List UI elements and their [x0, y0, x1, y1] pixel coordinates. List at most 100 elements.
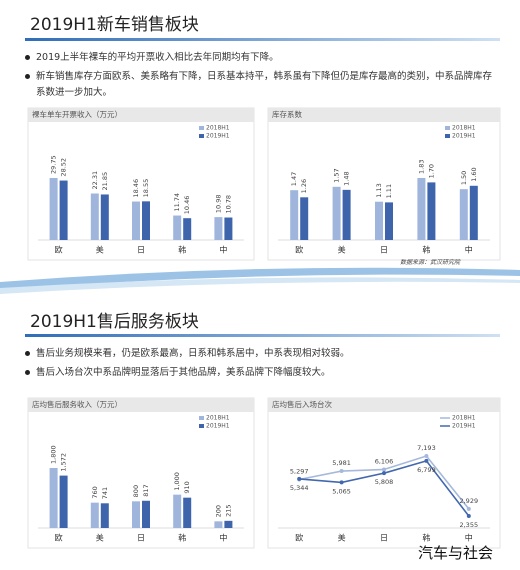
value-label: 1.60: [470, 167, 478, 181]
x-tick-label: 韩: [422, 245, 430, 255]
legend-label: 2019H1: [206, 423, 230, 430]
bar: [132, 501, 140, 528]
legend-label: 2018H1: [452, 125, 476, 132]
point: [382, 471, 386, 476]
legend-label: 2019H1: [452, 423, 476, 430]
bar: [469, 185, 478, 240]
value-label: 215: [224, 504, 232, 516]
x-tick-label: 日: [137, 246, 145, 255]
bar: [332, 186, 341, 240]
bullet: 售后业务规模来看，仍是欧系最高，日系和韩系居中，中系表现相对较弱。: [25, 346, 496, 362]
value-label: 817: [142, 484, 150, 496]
divider-wave: [0, 267, 520, 290]
value-label: 760: [91, 486, 99, 498]
x-tick-label: 美: [96, 245, 104, 255]
value-label: 6,106: [375, 457, 394, 465]
value-label: 10.98: [214, 195, 222, 214]
value-label: 18.46: [132, 179, 140, 198]
legend-swatch: [199, 126, 204, 130]
value-label: 1.70: [427, 164, 435, 178]
title-rule: [25, 334, 500, 337]
chart-title: 裸车单车开票收入（万元）: [32, 109, 122, 119]
x-tick-label: 欧: [295, 533, 303, 543]
value-label: 6,799: [417, 466, 436, 474]
x-tick-label: 日: [380, 534, 388, 543]
legend-label: 2018H1: [206, 125, 230, 132]
chart-title: 店均售后服务收入（万元）: [32, 399, 122, 409]
legend-swatch: [199, 416, 204, 420]
bar: [90, 502, 99, 528]
legend-swatch: [445, 134, 450, 138]
panel-header: [28, 108, 254, 122]
legend-swatch: [445, 126, 450, 130]
value-label: 5,344: [290, 484, 309, 492]
bar: [459, 189, 468, 240]
value-label: 1.50: [460, 171, 468, 185]
bar: [427, 182, 436, 240]
x-tick-label: 日: [137, 534, 145, 543]
bar: [59, 180, 68, 240]
value-label: 1.11: [385, 184, 393, 198]
bar: [290, 190, 299, 240]
bar: [224, 217, 233, 240]
slide-title: 2019H1售后服务板块: [30, 312, 199, 332]
legend-swatch: [199, 424, 204, 428]
legend-label: 2018H1: [452, 415, 476, 422]
x-tick-label: 中: [465, 533, 473, 543]
x-tick-label: 美: [338, 533, 346, 543]
point: [339, 480, 344, 485]
bar: [417, 178, 426, 240]
value-label: 5,808: [375, 478, 394, 486]
legend-label: 2018H1: [206, 415, 230, 422]
value-label: 2,355: [459, 521, 478, 529]
divider-wave: [0, 277, 520, 294]
slide-title: 2019H1新车销售板块: [30, 15, 199, 35]
panel-header: [28, 398, 254, 412]
bar: [183, 497, 192, 528]
value-label: 910: [183, 481, 191, 493]
value-label: 1,572: [60, 453, 68, 472]
panel-header: [268, 398, 500, 412]
value-label: 1,800: [50, 445, 58, 464]
value-label: 28.52: [60, 158, 68, 177]
value-label: 1.57: [333, 168, 341, 182]
value-label: 18.55: [142, 179, 150, 198]
value-label: 29.75: [50, 155, 58, 174]
value-label: 5,065: [332, 487, 351, 495]
x-tick-label: 欧: [295, 245, 303, 255]
value-label: 1.83: [417, 160, 425, 174]
bar: [49, 178, 58, 240]
x-tick-label: 韩: [422, 533, 430, 543]
source: 数据来源：武汉研究院: [400, 259, 461, 266]
x-tick-label: 欧: [55, 245, 63, 255]
x-tick-label: 中: [465, 245, 473, 255]
bar: [375, 201, 383, 240]
bar: [49, 468, 58, 528]
bar: [214, 521, 223, 528]
value-label: 1.47: [290, 172, 298, 186]
value-label: 200: [214, 505, 222, 517]
value-label: 800: [132, 485, 140, 497]
value-label: 741: [101, 487, 109, 499]
value-label: 7,193: [417, 444, 436, 452]
bar: [90, 193, 99, 240]
bar: [342, 189, 351, 240]
x-tick-label: 韩: [178, 533, 186, 543]
value-label: 5,297: [290, 468, 309, 476]
point: [424, 454, 429, 458]
x-tick-label: 中: [219, 245, 227, 255]
panel-header: [268, 108, 500, 122]
bar: [224, 520, 233, 528]
point: [466, 506, 471, 511]
value-label: 1.48: [343, 171, 351, 185]
value-label: 10.78: [224, 195, 232, 214]
x-tick-label: 美: [96, 533, 104, 543]
x-tick-label: 韩: [178, 245, 186, 255]
title-rule: [25, 38, 500, 41]
bullet: 新车销售库存方面欧系、美系略有下降，日系基本持平，韩系虽有下降但仍是库存最高的类…: [25, 69, 496, 101]
legend-label: 2019H1: [206, 133, 230, 140]
value-label: 2,929: [459, 497, 478, 505]
legend-label: 2019H1: [452, 133, 476, 140]
